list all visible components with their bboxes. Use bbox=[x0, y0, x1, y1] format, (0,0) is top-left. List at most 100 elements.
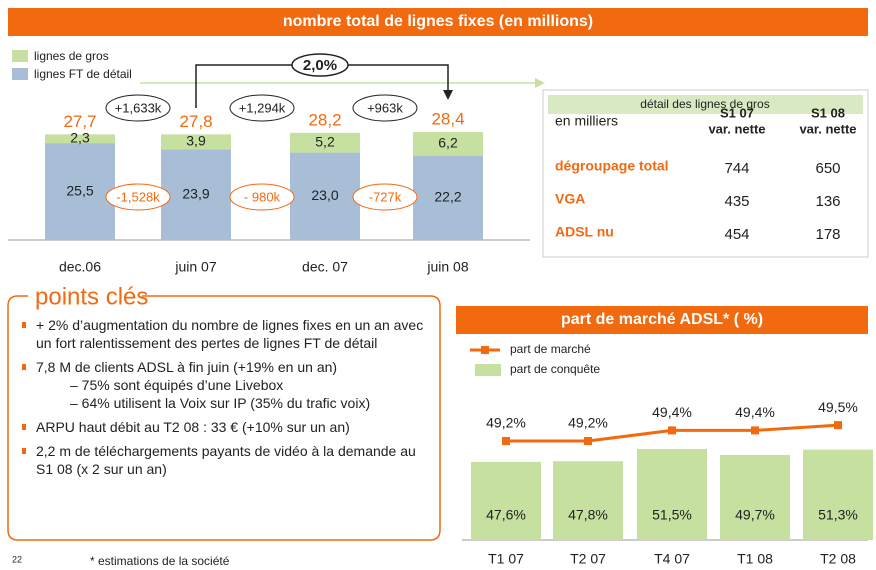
detail-change: - 980k bbox=[244, 189, 281, 204]
bar bbox=[637, 448, 707, 540]
change-oval bbox=[105, 183, 171, 211]
cell: 454 bbox=[724, 226, 749, 243]
cell: 744 bbox=[724, 160, 749, 177]
point-text: + 2% d’augmentation du nombre de lignes … bbox=[36, 317, 424, 351]
bar bbox=[553, 461, 623, 540]
value-label: 22,2 bbox=[434, 189, 461, 205]
header-bar bbox=[8, 8, 868, 36]
legend-label: part de conquête bbox=[510, 362, 600, 376]
change-oval bbox=[352, 183, 418, 211]
total-label: 28,2 bbox=[308, 110, 341, 129]
total-label: 27,7 bbox=[63, 112, 96, 131]
value-label: 2,3 bbox=[70, 129, 90, 145]
marker bbox=[668, 426, 676, 435]
legend-label: lignes de gros bbox=[34, 49, 109, 63]
legend-swatch bbox=[12, 68, 28, 80]
table-box bbox=[542, 89, 869, 258]
sub-point: – 64% utilisent la Voix sur IP (35% du t… bbox=[70, 395, 371, 411]
bar bbox=[720, 454, 790, 540]
value-label: 5,2 bbox=[315, 133, 335, 149]
point-item: ARPU haut débit au T2 08 : 33 € (+10% su… bbox=[22, 418, 432, 436]
sub-point: – 75% sont équipés d’une Livebox bbox=[70, 377, 284, 393]
marker bbox=[751, 426, 759, 435]
x-tick-label: dec.06 bbox=[59, 259, 101, 275]
gros-change: +1,294k bbox=[239, 100, 286, 115]
bar-segment bbox=[45, 143, 115, 240]
arrowhead bbox=[535, 78, 545, 88]
value-label: 49,4% bbox=[652, 404, 692, 420]
growth-label: 2,0% bbox=[303, 57, 337, 74]
gros-change: +963k bbox=[367, 100, 403, 115]
value-label: 49,7% bbox=[735, 507, 775, 523]
points-frame bbox=[7, 295, 441, 541]
x-tick-label: T2 08 bbox=[820, 551, 856, 567]
change-oval bbox=[105, 94, 171, 122]
col-header: S1 07 bbox=[720, 105, 754, 120]
table-title: détail des lignes de gros bbox=[640, 97, 769, 111]
legend-label: lignes FT de détail bbox=[34, 67, 132, 81]
row-label: VGA bbox=[555, 191, 585, 207]
value-label: 23,9 bbox=[182, 185, 209, 201]
value-label: 47,6% bbox=[486, 507, 526, 523]
change-oval bbox=[352, 94, 418, 122]
bar-segment bbox=[290, 132, 360, 153]
bar-segment bbox=[413, 132, 483, 156]
legend-swatch bbox=[475, 364, 501, 376]
bar bbox=[471, 461, 541, 540]
value-label: 51,5% bbox=[652, 507, 692, 523]
x-tick-label: T4 07 bbox=[654, 551, 690, 567]
value-label: 49,2% bbox=[486, 415, 526, 431]
col-header: var. nette bbox=[708, 121, 765, 136]
cell: 178 bbox=[815, 226, 840, 243]
point-text: ARPU haut débit au T2 08 : 33 € (+10% su… bbox=[36, 419, 350, 435]
row-label: dégroupage total bbox=[555, 158, 669, 174]
chart-title: nombre total de lignes fixes (en million… bbox=[283, 13, 593, 30]
bar-segment bbox=[161, 149, 231, 240]
change-oval bbox=[229, 183, 295, 211]
marker bbox=[502, 437, 510, 445]
page-number: 22 bbox=[12, 554, 22, 564]
point-text: 7,8 M de clients ADSL à fin juin (+19% e… bbox=[36, 359, 338, 375]
bar-segment bbox=[290, 152, 360, 240]
x-tick-label: dec. 07 bbox=[302, 259, 348, 275]
x-tick-label: T1 08 bbox=[737, 551, 773, 567]
value-label: 49,2% bbox=[568, 415, 608, 431]
list: + 2% d’augmentation du nombre de lignes … bbox=[22, 316, 432, 478]
value-label: 23,0 bbox=[311, 187, 338, 203]
value-label: 51,3% bbox=[818, 507, 858, 523]
growth-oval bbox=[291, 53, 349, 77]
total-label: 28,4 bbox=[431, 110, 464, 129]
arrowhead bbox=[443, 90, 453, 100]
legend-label: part de marché bbox=[510, 342, 591, 356]
cell: 650 bbox=[815, 160, 840, 177]
header-bar bbox=[456, 306, 868, 334]
point-item: + 2% d’augmentation du nombre de lignes … bbox=[22, 316, 432, 352]
marker bbox=[584, 437, 592, 445]
total-label: 27,8 bbox=[179, 112, 212, 131]
legend-swatch bbox=[12, 50, 28, 62]
col-header: S1 08 bbox=[811, 105, 845, 120]
chart-title: part de marché ADSL* ( %) bbox=[561, 311, 763, 328]
x-tick-label: juin 08 bbox=[426, 259, 468, 275]
bar-segment bbox=[161, 134, 231, 150]
value-label: 47,8% bbox=[568, 507, 608, 523]
value-label: 49,5% bbox=[818, 399, 858, 415]
marker bbox=[834, 421, 842, 430]
x-tick-label: T1 07 bbox=[488, 551, 524, 567]
table-header-bar bbox=[548, 95, 863, 114]
col-header: var. nette bbox=[799, 121, 856, 136]
value-label: 6,2 bbox=[438, 135, 458, 151]
bar-segment bbox=[413, 155, 483, 240]
points-list: + 2% d’augmentation du nombre de lignes … bbox=[22, 316, 432, 484]
value-label: 49,4% bbox=[735, 404, 775, 420]
point-item: 7,8 M de clients ADSL à fin juin (+19% e… bbox=[22, 358, 432, 412]
bar-segment bbox=[45, 134, 115, 144]
point-text: 2,2 m de téléchargements payants de vidé… bbox=[36, 443, 416, 477]
detail-change: -1,528k bbox=[116, 189, 160, 204]
gros-change: +1,633k bbox=[115, 100, 162, 115]
change-oval bbox=[229, 94, 295, 122]
points-title: points clés bbox=[35, 283, 148, 310]
cell: 136 bbox=[815, 193, 840, 210]
